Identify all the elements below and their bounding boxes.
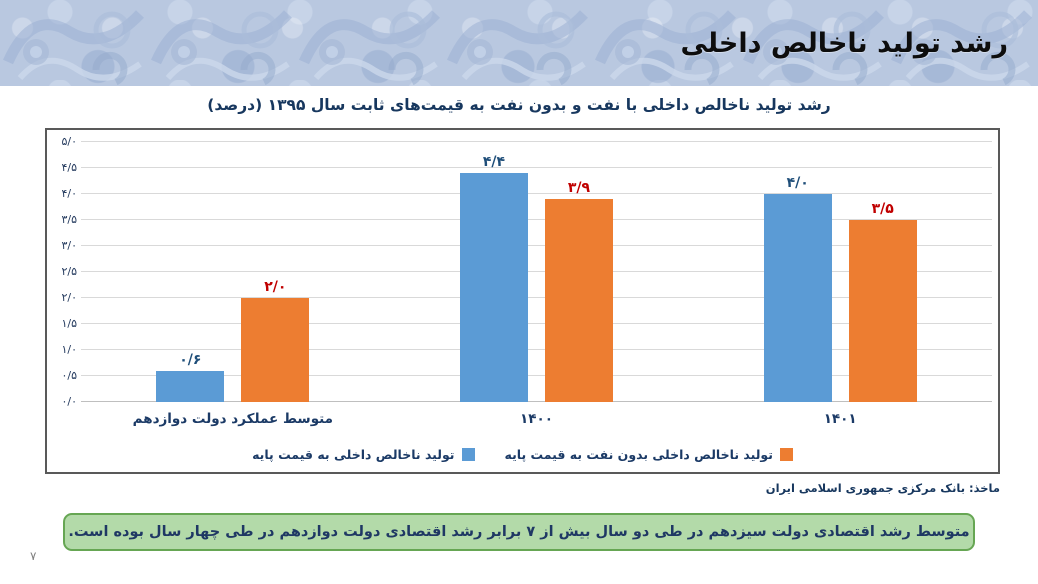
bar <box>848 220 917 402</box>
bar-with-label: ۰/۶ <box>156 351 225 402</box>
x-axis-category-label: ۱۴۰۰ <box>520 411 553 427</box>
gridline <box>81 297 992 298</box>
gridline <box>81 271 992 272</box>
gridline <box>81 245 992 246</box>
header-banner: رشد تولید ناخالص داخلی <box>0 0 1038 86</box>
bar-value-label: ۲/۰ <box>264 279 287 295</box>
bar-value-label: ۳/۹ <box>567 180 591 197</box>
bar-group: ۰/۶ ۲/۰ <box>81 142 385 402</box>
bar-group: ۴/۴ ۳/۹ <box>385 142 689 402</box>
y-tick-label: ۵/۰ <box>61 135 77 148</box>
bar-with-label: ۴/۰ <box>763 175 832 402</box>
y-tick-label: ۰/۵ <box>61 369 77 382</box>
y-tick-label: ۱/۰ <box>61 343 77 356</box>
y-tick-label: ۱/۵ <box>61 317 77 330</box>
x-axis-category-label: متوسط عملکرد دولت دوازدهم <box>132 411 334 427</box>
bar-value-label: ۰/۶ <box>179 351 202 368</box>
bar-value-label: ۴/۴ <box>482 154 506 171</box>
bar-value-label: ۳/۵ <box>871 201 894 217</box>
callout-text: متوسط رشد اقتصادی دولت سیزدهم در طی دو س… <box>68 524 970 540</box>
legend: تولید ناخالص داخلی به قیمت پایه تولید ناخ… <box>47 447 998 462</box>
y-tick-label: ۲/۵ <box>61 265 77 278</box>
x-axis-category-label: ۱۴۰۱ <box>823 411 857 427</box>
bar <box>156 370 225 402</box>
bar <box>763 194 832 402</box>
bar <box>460 173 528 402</box>
y-tick-label: ۰/۰ <box>61 395 77 408</box>
legend-swatch-icon <box>779 448 793 461</box>
bar-group: ۴/۰ ۳/۵ <box>688 142 992 402</box>
plot-area: ۰/۶ ۲/۰ ۴/۴ ۳/۹ ۴/۰ ۳/۵ <box>81 141 992 402</box>
gridline <box>81 401 992 402</box>
callout-box: متوسط رشد اقتصادی دولت سیزدهم در طی دو س… <box>63 513 975 551</box>
bar-with-label: ۳/۵ <box>848 201 917 402</box>
chart-title: رشد تولید ناخالص داخلی با نفت و بدون نفت… <box>207 96 831 114</box>
damask-pattern-decoration <box>0 0 1038 86</box>
bar <box>545 199 613 402</box>
gridline <box>81 219 992 220</box>
gridline <box>81 193 992 194</box>
y-tick-label: ۳/۰ <box>61 239 77 252</box>
page-number: ۷ <box>30 549 37 563</box>
chart-frame: ۰/۰ ۰/۵ ۱/۰ ۱/۵ ۲/۰ ۲/۵ ۳/۰ ۳/۵ ۴/۰ ۴/۵ ۵/۰ ۰/۶ ۲/۰… <box>45 128 1000 474</box>
bar <box>241 298 310 402</box>
legend-label: تولید ناخالص داخلی بدون نفت به قیمت پایه <box>504 447 773 462</box>
bar-with-label: ۲/۰ <box>241 279 310 402</box>
y-tick-label: ۲/۰ <box>61 291 77 304</box>
legend-item: تولید ناخالص داخلی بدون نفت به قیمت پایه <box>505 447 793 462</box>
bar-with-label: ۴/۴ <box>460 154 528 402</box>
y-tick-label: ۳/۵ <box>61 213 77 226</box>
legend-item: تولید ناخالص داخلی به قیمت پایه <box>252 447 475 462</box>
gridline <box>81 349 992 350</box>
bar-groups: ۰/۶ ۲/۰ ۴/۴ ۳/۹ ۴/۰ ۳/۵ <box>81 142 992 402</box>
bar-value-label: ۴/۰ <box>786 175 809 191</box>
y-axis-labels: ۰/۰ ۰/۵ ۱/۰ ۱/۵ ۲/۰ ۲/۵ ۳/۰ ۳/۵ ۴/۰ ۴/۵ ۵/۰ <box>51 135 77 408</box>
y-tick-label: ۴/۵ <box>61 161 77 174</box>
y-tick-label: ۴/۰ <box>61 187 77 200</box>
page-title: رشد تولید ناخالص داخلی <box>680 27 1008 59</box>
gridline <box>81 375 992 376</box>
gridline <box>81 141 992 142</box>
bar-with-label: ۳/۹ <box>545 180 613 402</box>
x-axis-labels: متوسط عملکرد دولت دوازدهم ۱۴۰۰ ۱۴۰۱ <box>81 411 992 427</box>
source-note: ماخذ: بانک مرکزی جمهوری اسلامی ایران <box>765 481 1000 495</box>
legend-label: تولید ناخالص داخلی به قیمت پایه <box>252 447 455 462</box>
gridline <box>81 167 992 168</box>
gridline <box>81 323 992 324</box>
legend-swatch-icon <box>461 448 475 461</box>
